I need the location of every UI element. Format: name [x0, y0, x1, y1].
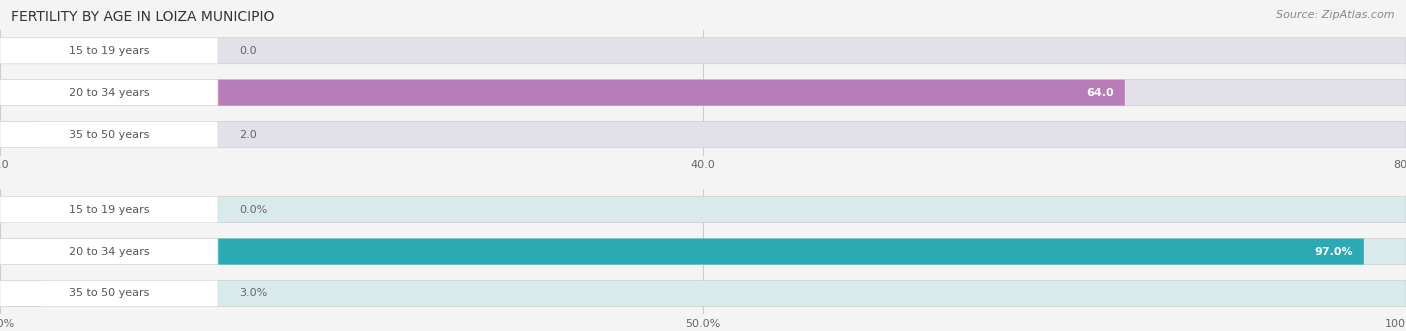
Text: FERTILITY BY AGE IN LOIZA MUNICIPIO: FERTILITY BY AGE IN LOIZA MUNICIPIO — [11, 10, 274, 24]
Text: Source: ZipAtlas.com: Source: ZipAtlas.com — [1277, 10, 1395, 20]
Text: 20 to 34 years: 20 to 34 years — [69, 247, 149, 257]
Text: 97.0%: 97.0% — [1315, 247, 1353, 257]
FancyBboxPatch shape — [0, 80, 218, 106]
FancyBboxPatch shape — [0, 280, 42, 307]
Text: 0.0%: 0.0% — [239, 205, 267, 214]
Text: 64.0: 64.0 — [1085, 88, 1114, 98]
FancyBboxPatch shape — [0, 80, 1406, 106]
Text: 15 to 19 years: 15 to 19 years — [69, 46, 149, 56]
Text: 0.0: 0.0 — [239, 46, 257, 56]
FancyBboxPatch shape — [0, 239, 1406, 264]
FancyBboxPatch shape — [0, 80, 1125, 106]
FancyBboxPatch shape — [0, 280, 1406, 307]
FancyBboxPatch shape — [0, 38, 218, 64]
FancyBboxPatch shape — [0, 197, 1406, 223]
Text: 35 to 50 years: 35 to 50 years — [69, 289, 149, 299]
FancyBboxPatch shape — [0, 121, 1406, 148]
FancyBboxPatch shape — [0, 121, 218, 148]
Text: 15 to 19 years: 15 to 19 years — [69, 205, 149, 214]
FancyBboxPatch shape — [0, 239, 218, 264]
Text: 3.0%: 3.0% — [239, 289, 267, 299]
FancyBboxPatch shape — [0, 239, 1364, 264]
FancyBboxPatch shape — [0, 38, 1406, 64]
Text: 35 to 50 years: 35 to 50 years — [69, 130, 149, 140]
Text: 2.0: 2.0 — [239, 130, 257, 140]
FancyBboxPatch shape — [0, 197, 218, 223]
FancyBboxPatch shape — [0, 121, 35, 148]
Text: 20 to 34 years: 20 to 34 years — [69, 88, 149, 98]
FancyBboxPatch shape — [0, 280, 218, 307]
